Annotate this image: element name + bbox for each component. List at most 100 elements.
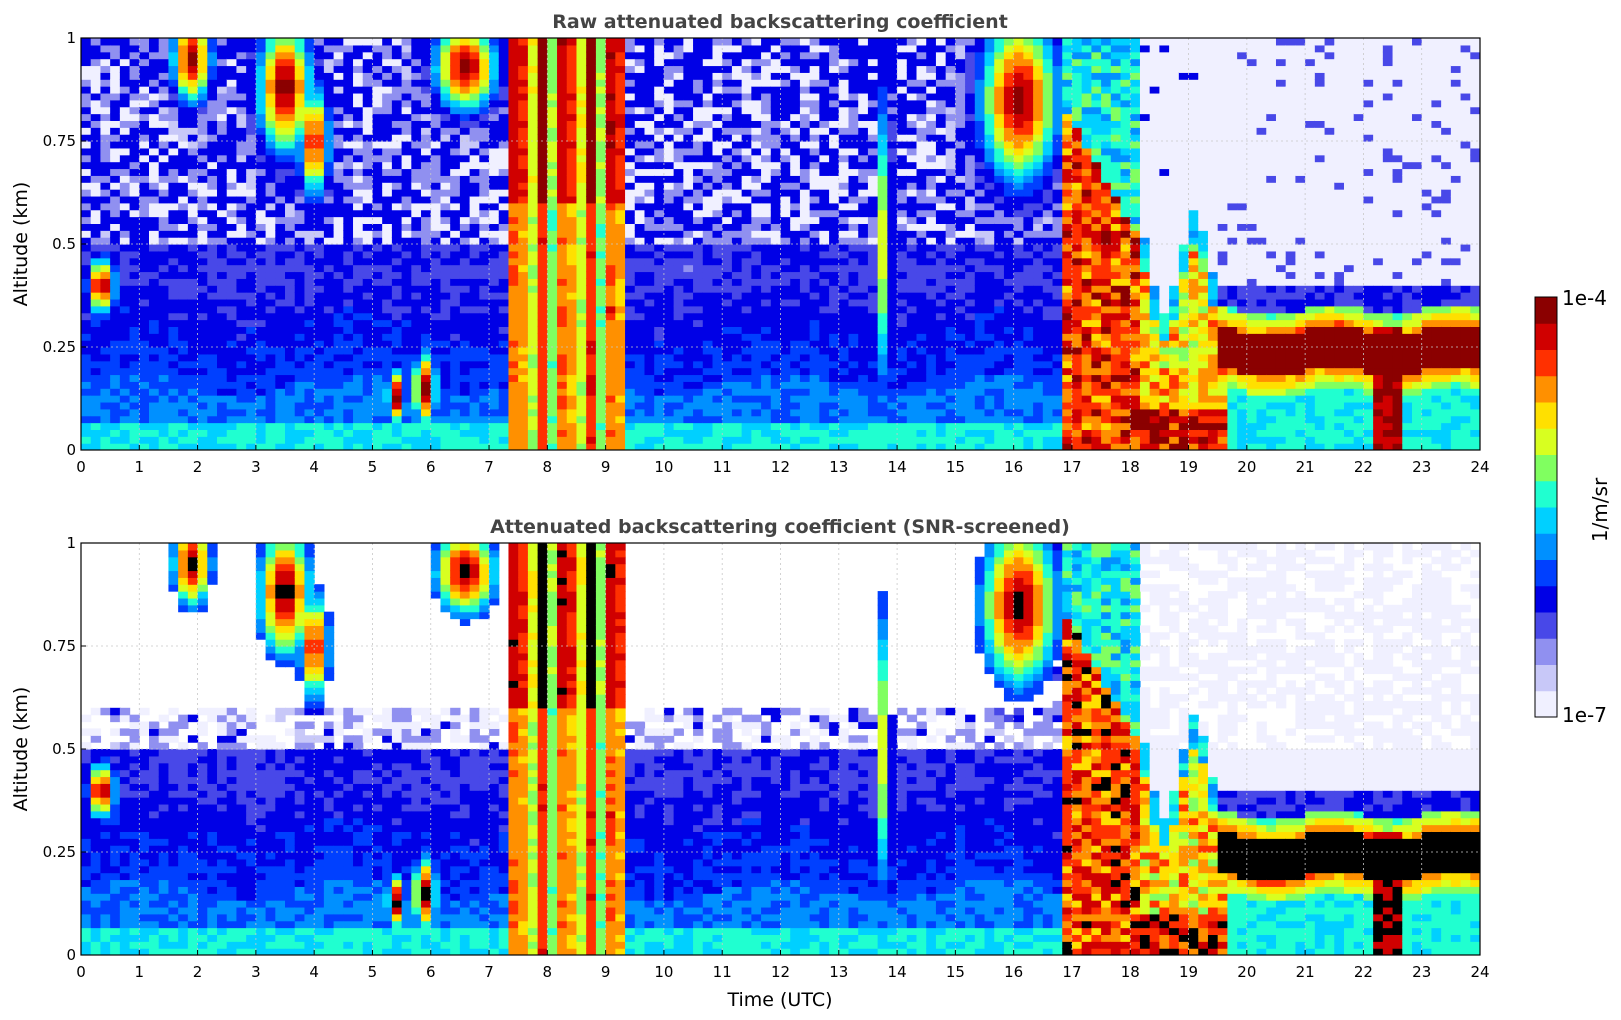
heatmap-cell — [333, 189, 344, 197]
heatmap-cell — [411, 161, 422, 170]
heatmap-cell — [343, 127, 354, 135]
heatmap-cell — [304, 65, 315, 73]
heatmap-cell — [81, 388, 92, 396]
heatmap-cell — [858, 134, 869, 142]
heatmap-cell — [586, 326, 597, 334]
heatmap-cell — [557, 340, 568, 348]
heatmap-cell — [508, 353, 519, 362]
heatmap-cell — [246, 422, 257, 430]
heatmap-cell — [819, 408, 830, 417]
heatmap-cell — [149, 374, 160, 382]
heatmap-cell — [100, 333, 111, 341]
heatmap-cell — [722, 244, 733, 252]
heatmap-cell — [90, 147, 102, 156]
heatmap-cell — [741, 189, 752, 197]
heatmap-cell — [673, 195, 684, 204]
heatmap-cell — [285, 209, 296, 218]
heatmap-cell — [625, 44, 636, 53]
heatmap-cell — [751, 44, 762, 53]
heatmap-cell — [139, 230, 150, 238]
heatmap-cell — [741, 388, 752, 396]
heatmap-cell — [226, 202, 238, 211]
heatmap-cell — [712, 202, 723, 211]
heatmap-cell — [343, 106, 354, 115]
heatmap-cell — [848, 264, 859, 273]
heatmap-cell — [712, 44, 723, 53]
heatmap-cell — [314, 92, 325, 101]
heatmap-cell — [430, 292, 442, 300]
heatmap-cell — [829, 278, 840, 286]
heatmap-cell — [119, 367, 131, 376]
heatmap-cell — [595, 120, 607, 128]
heatmap-cell — [110, 120, 121, 128]
heatmap-cell — [663, 120, 675, 128]
heatmap-cell — [663, 257, 675, 266]
heatmap-cell — [566, 388, 578, 396]
heatmap-cell — [751, 230, 762, 238]
heatmap-cell — [353, 381, 364, 389]
heatmap-cell — [255, 443, 267, 450]
heatmap-cell — [382, 381, 393, 389]
heatmap-cell — [479, 113, 490, 121]
heatmap-cell — [644, 120, 655, 128]
heatmap-cell — [867, 388, 879, 396]
heatmap-cell — [187, 127, 199, 135]
heatmap-cell — [537, 333, 548, 341]
heatmap-cell — [761, 58, 772, 67]
heatmap-cell — [547, 422, 558, 430]
heatmap-cell — [421, 285, 432, 293]
heatmap-cell — [819, 209, 830, 218]
heatmap-cell — [770, 127, 782, 135]
heatmap-cell — [90, 333, 102, 341]
heatmap-cell — [819, 298, 830, 307]
heatmap-cell — [586, 429, 597, 437]
heatmap-cell — [673, 360, 684, 369]
heatmap-cell — [285, 333, 296, 341]
heatmap-cell — [285, 326, 296, 334]
heatmap-cell — [799, 92, 811, 101]
heatmap-cell — [557, 422, 568, 430]
heatmap-cell — [139, 395, 150, 403]
heatmap-cell — [139, 264, 150, 273]
heatmap-cell — [780, 285, 791, 293]
heatmap-cell — [741, 415, 752, 424]
heatmap-cell — [586, 278, 597, 286]
heatmap-cell — [595, 223, 607, 231]
heatmap-cell — [236, 353, 247, 362]
heatmap-cell — [314, 278, 325, 286]
heatmap-cell — [576, 312, 587, 321]
heatmap-cell — [207, 408, 218, 417]
heatmap-cell — [275, 141, 286, 149]
heatmap-cell — [401, 72, 412, 80]
heatmap-cell — [741, 333, 752, 341]
heatmap-cell — [459, 195, 471, 204]
heatmap-cell — [217, 120, 228, 128]
heatmap-cell — [323, 347, 335, 355]
heatmap-cell — [761, 271, 772, 279]
heatmap-cell — [207, 161, 218, 170]
heatmap-cell — [323, 44, 335, 53]
heatmap-cell — [372, 257, 383, 266]
heatmap-cell — [829, 298, 840, 307]
heatmap-cell — [761, 244, 772, 252]
heatmap-cell — [741, 216, 752, 224]
heatmap-cell — [829, 244, 840, 252]
heatmap-cell — [712, 443, 723, 450]
heatmap-cell — [683, 271, 694, 279]
heatmap-cell — [353, 347, 364, 355]
heatmap-cell — [770, 189, 782, 197]
heatmap-cell — [90, 92, 102, 101]
heatmap-cell — [508, 86, 519, 94]
heatmap-cell — [100, 175, 111, 183]
heatmap-cell — [654, 443, 665, 450]
heatmap-cell — [421, 312, 432, 321]
heatmap-cell — [110, 415, 121, 424]
heatmap-cell — [576, 86, 587, 94]
heatmap-cell — [90, 429, 102, 437]
heatmap-cell — [761, 134, 772, 142]
heatmap-cell — [294, 429, 306, 437]
heatmap-cell — [323, 216, 335, 224]
heatmap-cell — [683, 244, 694, 252]
heatmap-cell — [654, 44, 665, 53]
heatmap-cell — [829, 168, 840, 176]
